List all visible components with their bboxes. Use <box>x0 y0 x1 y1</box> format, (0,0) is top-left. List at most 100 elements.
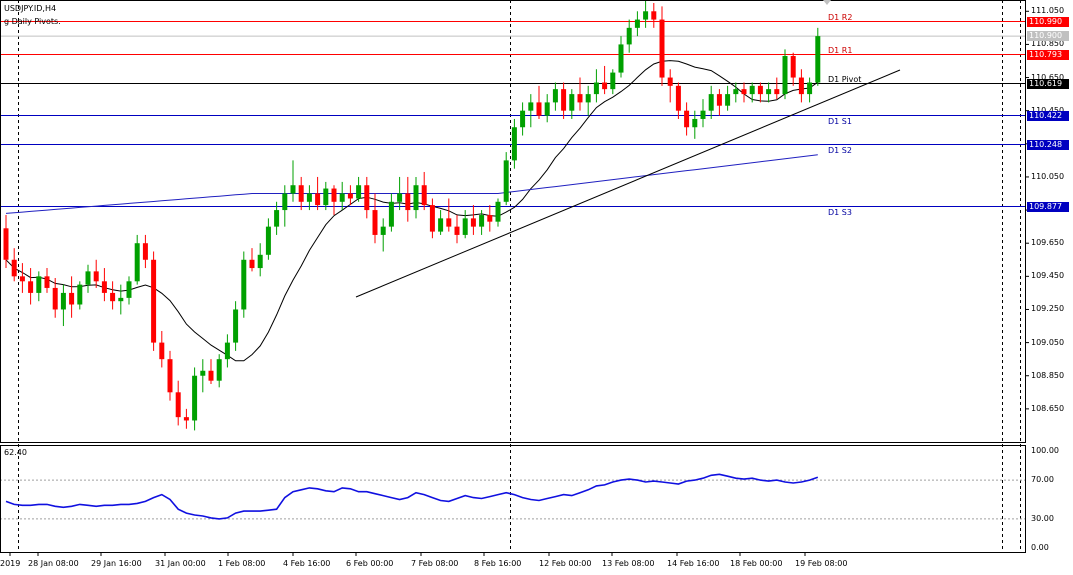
rsi-panel-border <box>0 445 1026 553</box>
bear-candle <box>561 89 567 111</box>
y-tick-label: 109.650 <box>1031 238 1065 248</box>
bear-candle <box>183 417 189 421</box>
bull-candle <box>766 89 772 95</box>
bear-candle <box>470 218 476 227</box>
bear-candle <box>487 215 493 222</box>
bull-candle <box>692 118 698 128</box>
bear-candle <box>602 82 608 90</box>
bear-candle <box>659 19 665 78</box>
slow-moving-average <box>5 154 818 214</box>
bull-candle <box>807 82 813 95</box>
y-tick-label: 109.050 <box>1031 337 1065 347</box>
bear-candle <box>93 271 99 282</box>
bull-candle <box>224 342 230 360</box>
bull-candle <box>339 193 345 202</box>
bear-candle <box>19 276 25 282</box>
bull-candle <box>85 271 91 285</box>
rsi-tick-label: 30.00 <box>1031 513 1054 523</box>
x-tick-label: 31 Jan 00:00 <box>155 559 206 568</box>
bear-candle <box>28 281 34 293</box>
bear-candle <box>741 89 747 95</box>
candles <box>3 0 821 431</box>
bull-candle <box>380 226 386 235</box>
x-tick-label: 18 Feb 00:00 <box>730 559 783 568</box>
rsi-tick-label: 0.00 <box>1031 543 1049 552</box>
pivot-label: D1 R2 <box>828 12 853 22</box>
pivot-price-tag: 110.793 <box>1027 49 1069 60</box>
x-tick-label: 1 Feb 08:00 <box>218 559 266 568</box>
bear-candle <box>3 228 9 260</box>
bear-candle <box>577 94 583 103</box>
bear-candle <box>315 193 321 206</box>
pivot-lines <box>0 21 1025 207</box>
bear-candle <box>11 259 17 277</box>
pivot-label: D1 S1 <box>828 116 852 126</box>
bull-candle <box>503 160 509 202</box>
bull-candle <box>274 210 280 227</box>
y-tick-label: 110.850 <box>1031 39 1065 49</box>
bull-candle <box>634 19 640 28</box>
bear-candle <box>44 276 50 288</box>
bull-candle <box>552 89 558 103</box>
bull-candle <box>257 254 263 269</box>
y-tick-label: 111.050 <box>1031 6 1065 16</box>
bull-candle <box>520 110 526 128</box>
x-tick-label: 14 Feb 16:00 <box>667 559 720 568</box>
x-tick-label: 7 Feb 08:00 <box>411 559 459 568</box>
pivot-label: D1 Pivot <box>828 74 862 84</box>
y-tick-label: 109.450 <box>1031 271 1065 281</box>
x-tick-label: 19 Feb 08:00 <box>795 559 848 568</box>
x-tick-label: 28 Jan 08:00 <box>28 559 79 568</box>
rsi-tick-label: 70.00 <box>1031 475 1054 485</box>
bear-candle <box>536 102 542 116</box>
bull-candle <box>725 94 731 106</box>
pivot-label: D1 R1 <box>828 45 853 55</box>
x-tick-label: 4 Feb 16:00 <box>283 559 331 568</box>
bear-candle <box>159 342 165 360</box>
bear-candle <box>175 392 181 418</box>
shift-marker <box>823 0 831 5</box>
bull-candle <box>413 185 419 211</box>
bear-candle <box>716 94 722 106</box>
bull-candle <box>626 27 632 45</box>
y-tick-label: 110.650 <box>1031 72 1065 82</box>
bull-candle <box>323 188 329 206</box>
bull-candle <box>462 218 468 235</box>
bull-candle <box>618 44 624 73</box>
bear-candle <box>757 85 763 95</box>
bull-candle <box>241 259 247 310</box>
bull-candle <box>192 375 198 421</box>
y-tick-label: 108.850 <box>1031 370 1065 380</box>
bear-candle <box>421 185 427 206</box>
rsi-line <box>5 473 819 520</box>
pivot-price-tag: 109.877 <box>1027 201 1069 212</box>
bear-candle <box>167 359 173 393</box>
bull-candle <box>306 193 312 202</box>
bear-candle <box>790 56 796 78</box>
bear-candle <box>331 188 337 202</box>
bull-candle <box>815 36 821 83</box>
pivot-label: D1 S3 <box>828 207 852 217</box>
bull-candle <box>126 281 132 298</box>
x-tick-label: 6 Feb 00:00 <box>346 559 394 568</box>
bear-candle <box>298 185 304 202</box>
bear-candle <box>774 89 780 95</box>
bull-candle <box>733 89 739 95</box>
pivot-price-tag: 110.619 <box>1027 78 1069 89</box>
y-tick-label: 110.450 <box>1031 106 1064 115</box>
bear-candle <box>52 287 58 310</box>
rsi-tick-label: 100.00 <box>1031 446 1059 455</box>
bull-candle <box>77 284 83 305</box>
x-tick-label: 29 Jan 16:00 <box>91 559 142 568</box>
bear-candle <box>142 243 148 260</box>
bull-candle <box>643 11 649 20</box>
pivot-price-tag: 110.422 <box>1027 110 1069 121</box>
bull-candle <box>544 102 550 116</box>
bull-candle <box>479 215 485 227</box>
bull-candle <box>200 370 206 376</box>
bull-candle <box>282 193 288 211</box>
bull-candle <box>511 127 517 161</box>
bull-candle <box>265 226 271 255</box>
bear-candle <box>101 281 107 293</box>
